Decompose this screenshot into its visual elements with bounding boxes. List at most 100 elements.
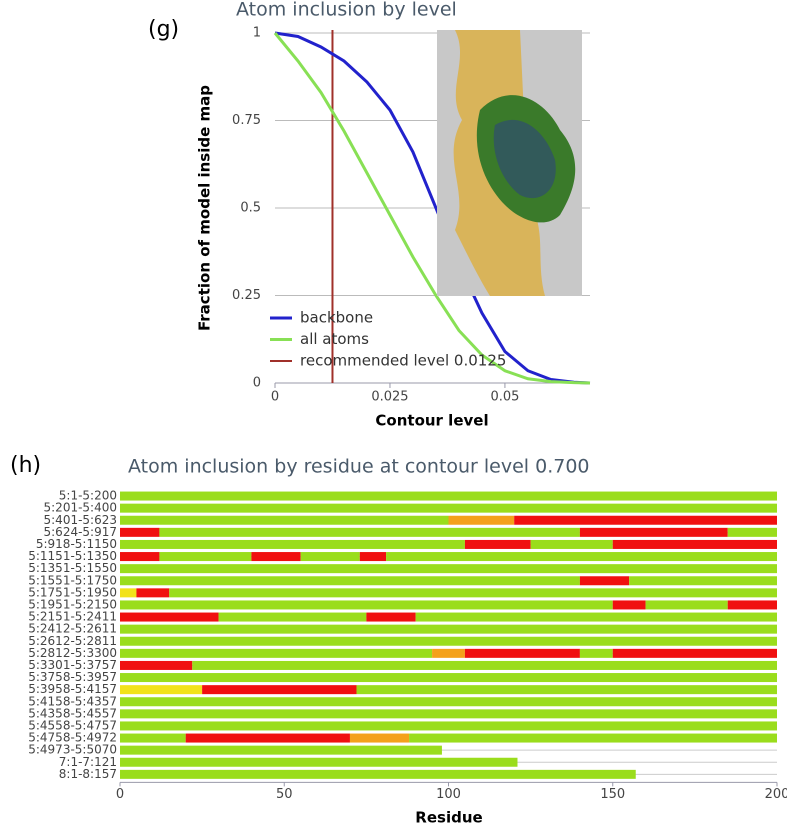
x-tick-label: 100 <box>436 787 461 802</box>
row-label: 5:2412-5:2611 <box>28 622 117 636</box>
y-tick-label: 1 <box>253 26 261 41</box>
inset-image <box>437 30 582 296</box>
segment <box>120 564 777 574</box>
row-label: 5:624-5:917 <box>44 525 118 539</box>
row-label: 5:4758-5:4972 <box>28 731 117 745</box>
segment <box>120 600 613 610</box>
x-tick-label: 150 <box>600 787 625 802</box>
segment <box>464 539 531 549</box>
segment <box>612 648 777 658</box>
segment <box>612 600 646 610</box>
row-label: 5:1-5:200 <box>59 489 117 503</box>
segment <box>409 733 777 743</box>
segment <box>120 527 160 537</box>
segment <box>120 624 777 634</box>
panel-label: (g) <box>148 17 179 42</box>
x-tick-label: 0.025 <box>371 390 408 405</box>
segment <box>159 527 580 537</box>
row-label: 5:4558-5:4757 <box>28 718 117 732</box>
row-label: 5:1551-5:1750 <box>28 573 117 587</box>
segment <box>185 733 350 743</box>
segment <box>120 515 449 525</box>
segment <box>159 552 252 562</box>
segment <box>136 588 170 598</box>
legend-label: all atoms <box>300 330 369 348</box>
row-label: 5:1351-5:1550 <box>28 561 117 575</box>
panel-label: (h) <box>10 453 41 478</box>
segment <box>120 757 518 767</box>
row-label: 5:918-5:1150 <box>36 537 117 551</box>
y-tick-label: 0 <box>253 376 261 391</box>
row-label: 5:4973-5:5070 <box>28 743 117 757</box>
legend-label: backbone <box>300 309 373 327</box>
row-label: 5:4158-5:4357 <box>28 694 117 708</box>
row-label: 5:2151-5:2411 <box>28 610 117 624</box>
segment <box>415 612 777 622</box>
segment <box>169 588 777 598</box>
row-label: 5:2612-5:2811 <box>28 634 117 648</box>
segment <box>727 527 777 537</box>
y-tick-label: 0.5 <box>240 201 261 216</box>
row-label: 5:201-5:400 <box>44 501 118 515</box>
segment <box>629 576 777 586</box>
segment <box>120 552 160 562</box>
segment <box>120 673 777 683</box>
segment <box>300 552 360 562</box>
y-tick-label: 0.25 <box>232 288 261 303</box>
segment <box>120 503 777 513</box>
segment <box>251 552 301 562</box>
x-tick-label: 0 <box>271 390 279 405</box>
segment <box>464 648 580 658</box>
segment <box>612 539 777 549</box>
strip-plot: 5:1-5:2005:201-5:4005:401-5:6235:624-5:9… <box>28 489 787 802</box>
row-label: 5:1951-5:2150 <box>28 597 117 611</box>
segment <box>579 648 613 658</box>
segment <box>359 552 387 562</box>
segment <box>386 552 777 562</box>
legend-label: recommended level 0.0125 <box>300 352 506 370</box>
segment <box>202 685 357 695</box>
chart-title: Atom inclusion by residue at contour lev… <box>128 456 590 478</box>
segment <box>448 515 515 525</box>
segment <box>120 685 203 695</box>
x-tick-label: 0 <box>116 787 124 802</box>
segment <box>349 733 410 743</box>
segment <box>120 733 186 743</box>
segment <box>120 539 465 549</box>
segment <box>120 648 433 658</box>
segment <box>192 660 777 670</box>
chart-title: Atom inclusion by level <box>236 0 457 21</box>
segment <box>120 709 777 719</box>
y-tick-label: 0.75 <box>232 113 261 128</box>
segment <box>120 612 219 622</box>
y-axis-label: Fraction of model inside map <box>196 85 214 331</box>
row-label: 5:1151-5:1350 <box>28 549 117 563</box>
segment <box>120 491 777 501</box>
row-label: 5:3758-5:3957 <box>28 670 117 684</box>
x-tick-label: 200 <box>765 787 787 802</box>
segment <box>579 527 728 537</box>
segment <box>120 588 137 598</box>
row-label: 5:3958-5:4157 <box>28 682 117 696</box>
segment <box>120 576 580 586</box>
row-label: 8:1-8:157 <box>59 767 117 781</box>
row-label: 5:3301-5:3757 <box>28 658 117 672</box>
segment <box>120 660 193 670</box>
segment <box>120 769 636 779</box>
row-label: 5:401-5:623 <box>44 513 118 527</box>
series-line <box>274 31 591 385</box>
segment <box>120 636 777 646</box>
segment <box>727 600 777 610</box>
series-line <box>273 32 591 385</box>
x-axis-label: Residue <box>415 809 482 826</box>
segment <box>120 721 777 731</box>
x-axis-label: Contour level <box>375 412 488 430</box>
row-label: 7:1-7:121 <box>59 755 117 769</box>
row-label: 5:1751-5:1950 <box>28 585 117 599</box>
segment <box>514 515 777 525</box>
x-tick-label: 50 <box>276 787 293 802</box>
row-label: 5:2812-5:3300 <box>28 646 117 660</box>
row-label: 5:4358-5:4557 <box>28 706 117 720</box>
segment <box>218 612 367 622</box>
